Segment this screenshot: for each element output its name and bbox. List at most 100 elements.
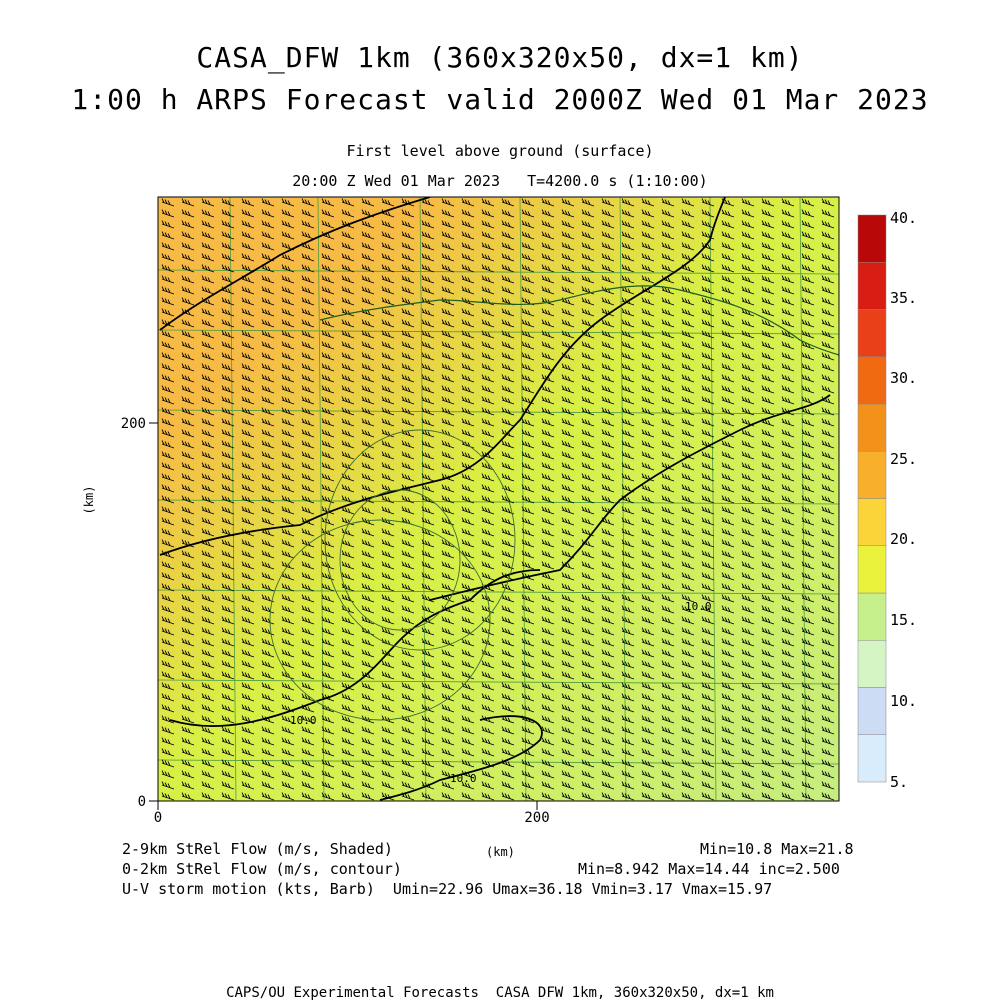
wind-barb [601,693,615,702]
wind-barb [261,220,275,229]
wind-barb [501,209,515,218]
wind-barb [441,660,455,669]
wind-barb [621,737,635,746]
wind-barb [681,528,695,537]
wind-barb [161,220,175,229]
colorbar-label-40: 40. [890,209,917,227]
wind-barb [521,748,535,757]
wind-barb [161,396,175,405]
wind-barb [481,220,495,229]
wind-barb [241,198,255,207]
wind-barb [721,341,735,350]
wind-barb [221,473,235,482]
wind-barb [361,352,375,361]
wind-barb [581,352,595,361]
wind-barb [421,539,435,548]
wind-barb [181,363,195,372]
wind-barb [361,374,375,383]
wind-barb [381,528,395,537]
wind-barb [781,506,795,515]
wind-barb [421,495,435,504]
wind-barb [801,638,815,647]
wind-barb [521,330,535,339]
wind-barb [761,451,775,460]
wind-barb [821,495,835,504]
wind-barb [401,275,415,284]
wind-barb [561,462,575,471]
wind-barb [661,242,675,251]
wind-barb [421,572,435,581]
wind-barb [681,374,695,383]
wind-barb [261,693,275,702]
wind-barb [541,781,555,790]
wind-barb [781,286,795,295]
wind-barb [321,308,335,317]
wind-barb [201,473,215,482]
wind-barb [401,308,415,317]
wind-barb [701,682,715,691]
wind-barb [321,198,335,207]
wind-barb [641,407,655,416]
wind-barb [681,715,695,724]
wind-barb [201,198,215,207]
wind-barb [241,429,255,438]
wind-barb [361,418,375,427]
wind-barb [221,715,235,724]
wind-barb [521,605,535,614]
wind-barb [301,627,315,636]
wind-barb [741,319,755,328]
wind-barb [221,374,235,383]
wind-barb [661,220,675,229]
wind-barb [541,264,555,273]
wind-barb [681,220,695,229]
wind-barb [301,286,315,295]
wind-barb [361,572,375,581]
wind-barb [521,770,535,779]
wind-barb [741,748,755,757]
wind-barb [301,319,315,328]
wind-barb [801,660,815,669]
wind-barb [621,231,635,240]
wind-barb [261,396,275,405]
wind-barb [541,440,555,449]
wind-barb [341,550,355,559]
wind-barb [581,363,595,372]
wind-barb [581,616,595,625]
wind-barb [321,682,335,691]
reservoir-shorelines [269,429,516,721]
wind-barb [321,231,335,240]
wind-barb [321,715,335,724]
wind-barb [381,363,395,372]
wind-barb [641,495,655,504]
wind-barb [481,341,495,350]
wind-barb [561,198,575,207]
wind-barb [601,330,615,339]
wind-barb [221,583,235,592]
wind-barb [341,627,355,636]
wind-barb [161,495,175,504]
wind-barb [821,506,835,515]
wind-barb [701,539,715,548]
wind-barb [521,792,535,801]
wind-barb [441,528,455,537]
wind-barb [461,231,475,240]
wind-barb [621,715,635,724]
wind-barb [821,198,835,207]
wind-barb [361,242,375,251]
wind-barb [661,682,675,691]
wind-barb [381,451,395,460]
wind-barb [661,671,675,680]
wind-barb [201,550,215,559]
wind-barb [161,275,175,284]
wind-barb [481,495,495,504]
wind-barb [401,737,415,746]
wind-barb [521,759,535,768]
x-tick-label-200: 200 [524,810,549,826]
wind-barb [261,550,275,559]
wind-barb [641,682,655,691]
wind-barb [201,583,215,592]
wind-barb [561,605,575,614]
wind-barb [661,374,675,383]
wind-barb [721,561,735,570]
wind-barb [401,264,415,273]
